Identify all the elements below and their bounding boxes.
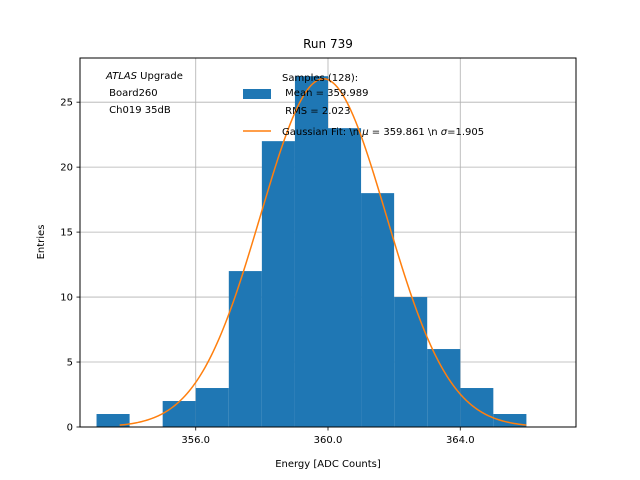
histogram-bar xyxy=(328,128,362,427)
annotation-italic: ATLAS xyxy=(105,71,138,82)
y-tick-label: 5 xyxy=(67,358,73,369)
legend-fit-sigma: σ xyxy=(441,127,448,138)
ticks-layer: 356.0 360.0 364.0 0 5 10 15 20 25 xyxy=(60,98,474,446)
histogram-bar xyxy=(162,401,196,427)
y-axis-label: Entries xyxy=(36,225,47,260)
histogram-bar xyxy=(460,388,494,427)
histogram-bar xyxy=(195,388,229,427)
fit-layer xyxy=(119,78,527,426)
annotation-line-3: Ch019 35dB xyxy=(106,105,171,116)
legend-fit-label-start: Gaussian Fit: \n xyxy=(282,127,362,138)
histogram-bar xyxy=(361,193,395,427)
legend-fit-label: Gaussian Fit: \n μ = 359.861 \n σ=1.905 xyxy=(282,127,484,138)
chart-title: Run 739 xyxy=(303,37,353,51)
histogram-bar xyxy=(294,76,328,428)
legend-hist-line-3: RMS = 2.023 xyxy=(282,106,350,117)
gaussian-fit-line xyxy=(119,78,527,426)
histogram-bar xyxy=(261,141,295,428)
annotation-text: ATLAS Upgrade Board260 Ch019 35dB xyxy=(105,71,183,116)
y-tick-label: 10 xyxy=(60,293,73,304)
histogram-bar xyxy=(394,297,428,427)
y-tick-label: 15 xyxy=(60,228,73,239)
x-tick-label: 356.0 xyxy=(181,435,210,446)
legend-hist-line-1: Samples (128): xyxy=(282,73,358,84)
annotation-line-1-rest: Upgrade xyxy=(137,71,183,82)
annotation-line-1: ATLAS Upgrade xyxy=(105,71,183,82)
legend-fit-mu: μ xyxy=(361,127,368,138)
legend: Samples (128): Mean = 359.989 RMS = 2.02… xyxy=(243,73,484,138)
x-tick-label: 360.0 xyxy=(314,435,343,446)
y-tick-label: 20 xyxy=(60,163,73,174)
legend-hist-swatch xyxy=(243,89,271,99)
bars-layer xyxy=(96,76,527,428)
legend-fit-label-mid: = 359.861 \n xyxy=(369,127,441,138)
y-tick-label: 0 xyxy=(67,423,73,434)
y-tick-label: 25 xyxy=(60,98,73,109)
histogram-bar xyxy=(96,414,130,427)
legend-hist-line-2: Mean = 359.989 xyxy=(282,88,369,99)
x-tick-label: 364.0 xyxy=(446,435,475,446)
legend-fit-label-end: =1.905 xyxy=(447,127,484,138)
x-axis-label: Energy [ADC Counts] xyxy=(275,459,381,470)
annotation-line-2: Board260 xyxy=(106,88,158,99)
histogram-bar xyxy=(228,271,262,427)
